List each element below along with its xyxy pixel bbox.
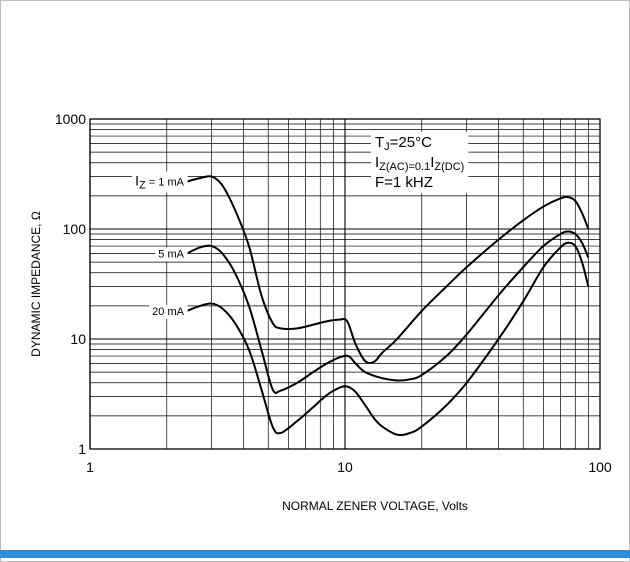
series-label-background xyxy=(149,304,188,319)
series-label-background xyxy=(155,247,188,262)
series-line-20ma xyxy=(186,241,590,437)
series-labels: IZ = 1 mA 5 mA 20 mA xyxy=(132,171,188,319)
series-line-1ma xyxy=(186,175,590,365)
grid-lines xyxy=(89,119,600,450)
series-label-background xyxy=(132,171,188,193)
series-line-5ma xyxy=(186,230,590,394)
y-axis-title: DYNAMIC IMPEDANCE, Ω xyxy=(29,211,43,357)
tick-labels: 1 10 100 1 10 100 1000 xyxy=(55,111,612,475)
condition-junction-temp: TJ=25°C xyxy=(375,134,432,153)
y-tick-label: 10 xyxy=(70,331,86,347)
y-tick-label: 1000 xyxy=(55,111,86,127)
bottom-accent-bar xyxy=(0,550,630,558)
conditions-box: TJ=25°C IZ(AC)=0.1IZ(DC) F=1 kHZ xyxy=(371,132,469,193)
y-tick-label: 100 xyxy=(63,221,87,237)
series-label-1ma: IZ = 1 mA xyxy=(135,173,184,192)
conditions-background xyxy=(371,132,469,193)
series-lines xyxy=(186,175,590,437)
y-tick-label: 1 xyxy=(78,441,86,457)
x-axis-title: NORMAL ZENER VOLTAGE, Volts xyxy=(282,499,468,513)
x-tick-label: 10 xyxy=(337,459,353,475)
condition-frequency: F=1 kHZ xyxy=(375,174,433,191)
series-label-20ma: 20 mA xyxy=(152,306,184,318)
x-tick-label: 100 xyxy=(588,459,612,475)
x-tick-label: 1 xyxy=(86,459,94,475)
series-label-5ma: 5 mA xyxy=(158,248,184,260)
condition-test-current: IZ(AC)=0.1IZ(DC) xyxy=(375,154,464,173)
plot-border xyxy=(89,118,601,450)
